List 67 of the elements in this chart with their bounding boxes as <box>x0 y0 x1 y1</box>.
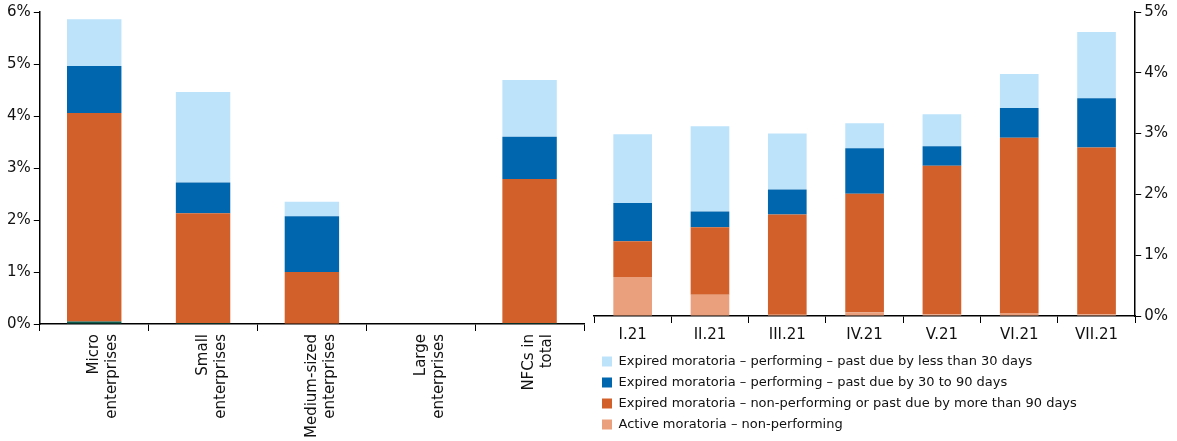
bar <box>67 66 122 113</box>
bar <box>690 227 730 295</box>
bar <box>999 108 1039 138</box>
bar <box>613 277 652 316</box>
x-tick-label: VI.21 <box>999 324 1039 343</box>
text: 1% <box>1144 245 1168 264</box>
x-tick-label: VII.21 <box>1075 324 1119 343</box>
bar <box>999 312 1039 316</box>
bar <box>845 123 884 149</box>
x-tick-label: Small enterprises <box>192 333 229 419</box>
legend-label: Expired moratoria – performing – past due by 30 to 90 days <box>618 373 1008 389</box>
y-tick-label: 4% <box>7 105 31 124</box>
x-tick-label: NFCs in total <box>519 334 556 391</box>
y-tick-label: 2% <box>7 209 31 228</box>
legend-label: Expired moratoria – performing – past due by less than 30 days <box>618 352 1033 368</box>
y-tick-label: 1% <box>7 261 31 280</box>
y-tick-label: 6% <box>7 1 31 20</box>
bar <box>67 321 122 324</box>
y-tick-label: 3% <box>7 157 31 176</box>
bar <box>284 216 340 272</box>
x-tick-label: IV.21 <box>846 324 883 343</box>
x-tick-label: II.21 <box>693 324 727 343</box>
bar <box>1077 147 1116 315</box>
bar <box>502 136 557 179</box>
x-tick-label: Micro enterprises <box>84 333 121 419</box>
bar <box>999 137 1039 313</box>
bar <box>767 189 807 215</box>
bar <box>690 294 730 316</box>
bar <box>767 214 807 315</box>
x-tick-label: Medium-sized enterprises <box>301 333 338 438</box>
bar <box>845 312 884 316</box>
x-tick-label: Large enterprises <box>410 333 447 419</box>
bar <box>1077 32 1116 99</box>
legend-label: Expired moratoria – non-performing or past due by more than 90 days <box>618 394 1078 410</box>
text: 0% <box>1144 305 1168 324</box>
bar <box>690 211 730 228</box>
bar <box>502 80 557 137</box>
bar <box>690 126 730 212</box>
bar <box>999 74 1039 109</box>
text: 4% <box>1144 62 1168 81</box>
bar <box>922 146 962 166</box>
bar <box>284 272 340 324</box>
bar <box>922 165 962 315</box>
x-tick-label: V.21 <box>925 324 959 343</box>
x-tick-label: III.21 <box>768 324 806 343</box>
bar <box>613 202 652 242</box>
bar <box>502 178 557 323</box>
bar <box>845 193 884 313</box>
legend-label: Active moratoria – non-performing <box>618 415 843 431</box>
bar <box>922 114 962 147</box>
bar <box>284 201 340 217</box>
bar <box>175 182 231 214</box>
bar <box>67 112 122 322</box>
bar <box>613 241 652 278</box>
bar <box>175 92 231 183</box>
bar <box>845 148 884 194</box>
y-tick-label: 5% <box>7 53 31 72</box>
x-tick-label: I.21 <box>618 324 647 343</box>
text: 3% <box>1144 123 1168 142</box>
text: 2% <box>1144 184 1168 203</box>
text: 5% <box>1144 1 1168 20</box>
bar <box>67 19 122 67</box>
bar <box>1077 98 1116 148</box>
bar <box>767 133 807 190</box>
y-tick-label: 0% <box>7 313 31 332</box>
bar <box>613 134 652 203</box>
bar <box>175 213 231 323</box>
